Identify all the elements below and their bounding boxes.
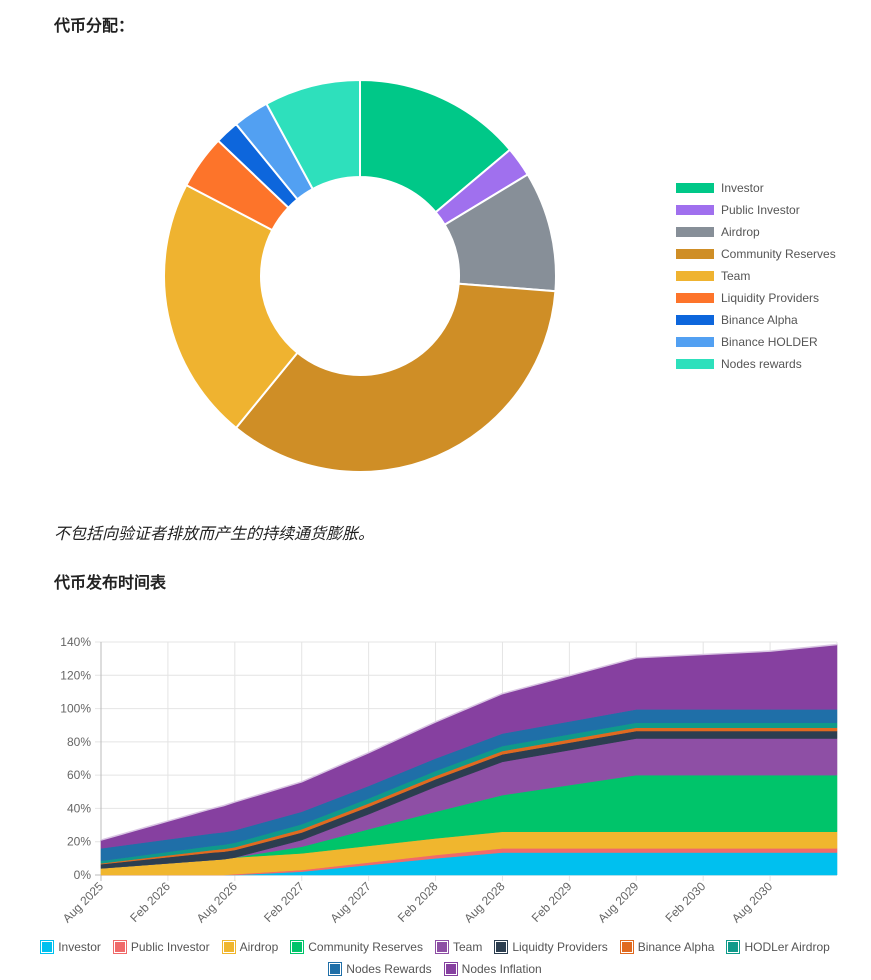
legend-swatch-liquidity-providers (676, 293, 714, 303)
legend-item-airdrop[interactable]: Airdrop (221, 940, 279, 954)
area-public-investor (101, 848, 838, 876)
legend-label: Investor (58, 940, 101, 954)
legend-item-community-reserves[interactable]: Community Reserves (290, 940, 423, 954)
legend-label-airdrop: Airdrop (721, 225, 760, 239)
legend-label-liquidity-providers: Liquidity Providers (721, 291, 819, 305)
y-tick-label: 20% (67, 835, 91, 849)
slice-nodes-rewards (265, 78, 361, 191)
legend-swatch (221, 940, 236, 954)
legend-label: Team (452, 940, 483, 954)
area-hodler-airdrop (100, 722, 838, 864)
y-tick-label: 60% (67, 768, 91, 782)
schedule-heading: 代币发布时间表 (54, 573, 167, 592)
legend-swatch (112, 940, 127, 954)
allocation-heading: 代币分配： (54, 16, 135, 35)
legend-item-liquidty-providers[interactable]: Liquidty Providers (494, 940, 608, 954)
legend-swatch-community-reserves (676, 249, 714, 259)
x-tick-label: Aug 2025 (60, 879, 106, 925)
legend-swatch-airdrop (676, 227, 714, 237)
x-tick-label: Feb 2026 (127, 879, 173, 925)
legend-swatch-investor (676, 183, 714, 193)
legend-swatch-team (676, 271, 714, 281)
area-binance-alpha (100, 727, 838, 865)
legend-item-hodler-airdrop[interactable]: HODLer Airdrop (726, 940, 830, 954)
legend-label: Liquidty Providers (512, 940, 608, 954)
legend-label-investor: Investor (721, 181, 764, 195)
legend-swatch-nodes-rewards (676, 359, 714, 369)
legend-label-team: Team (721, 269, 750, 283)
legend-label-nodes-rewards: Nodes rewards (721, 357, 802, 371)
area-nodes-inflation (100, 644, 838, 849)
y-tick-label: 100% (60, 702, 91, 716)
x-tick-label: Feb 2028 (395, 879, 441, 925)
legend-swatch (619, 940, 634, 954)
legend-label: Airdrop (239, 940, 279, 954)
area-investor (101, 852, 838, 876)
legend-swatch (726, 940, 741, 954)
legend-label: HODLer Airdrop (744, 940, 830, 954)
legend-label: Nodes Rewards (346, 962, 432, 976)
legend-item-nodes-inflation[interactable]: Nodes Inflation (443, 962, 542, 976)
y-tick-label: 120% (60, 668, 91, 682)
legend-label: Community Reserves (308, 940, 423, 954)
x-tick-label: Aug 2028 (461, 879, 507, 925)
legend-swatch (443, 962, 458, 976)
area-chart-legend: Investor Public Investor Airdrop Community … (0, 936, 871, 980)
y-tick-label: 0% (74, 868, 92, 882)
area-liquidty-providers (100, 730, 838, 869)
legend-item-nodes-rewards[interactable]: Nodes Rewards (328, 962, 432, 976)
area-nodes-rewards (100, 709, 838, 862)
inflation-note: 不包括向验证者排放而产生的持续通货膨胀。 (54, 524, 375, 543)
legend-swatch (290, 940, 305, 954)
y-tick-label: 80% (67, 735, 91, 749)
gridlines (95, 641, 838, 881)
y-tick-label: 40% (67, 801, 91, 815)
legend-label: Nodes Inflation (461, 962, 542, 976)
legend-item-binance-alpha[interactable]: Binance Alpha (619, 940, 715, 954)
slice-community-reserves (234, 282, 557, 473)
legend-swatch (434, 940, 449, 954)
area-airdrop (100, 831, 838, 876)
legend-swatch (40, 940, 55, 954)
legend-swatch-public-investor (676, 205, 714, 215)
legend-item-team[interactable]: Team (434, 940, 483, 954)
legend-label-binance-alpha: Binance Alpha (721, 313, 798, 327)
x-tick-label: Feb 2027 (261, 879, 307, 925)
x-tick-label: Aug 2030 (729, 879, 775, 925)
x-tick-label: Feb 2030 (663, 879, 709, 925)
legend-label-public-investor: Public Investor (721, 203, 800, 217)
legend-item-investor[interactable]: Investor (40, 940, 101, 954)
legend-item-public-investor[interactable]: Public Investor (112, 940, 210, 954)
cumulative-top-line (100, 643, 838, 841)
x-tick-label: Aug 2026 (194, 879, 240, 925)
legend-swatch-binance-holder (676, 337, 714, 347)
x-tick-label: Aug 2027 (328, 879, 374, 925)
x-tick-label: Aug 2029 (595, 879, 641, 925)
slice-team (163, 183, 299, 430)
legend-label-community-reserves: Community Reserves (721, 247, 836, 261)
x-tick-label: Feb 2029 (529, 879, 575, 925)
legend-label: Public Investor (130, 940, 210, 954)
y-tick-label: 140% (60, 635, 91, 649)
legend-swatch (328, 962, 343, 976)
area-community-reserves (100, 774, 838, 869)
legend-label: Binance Alpha (637, 940, 715, 954)
area-team (100, 738, 838, 869)
allocation-doughnut-chart: Investor Public Investor Airdrop Community … (163, 78, 836, 473)
legend-swatch-binance-alpha (676, 315, 714, 325)
legend-swatch (494, 940, 509, 954)
legend-label-binance-holder: Binance HOLDER (721, 335, 818, 349)
